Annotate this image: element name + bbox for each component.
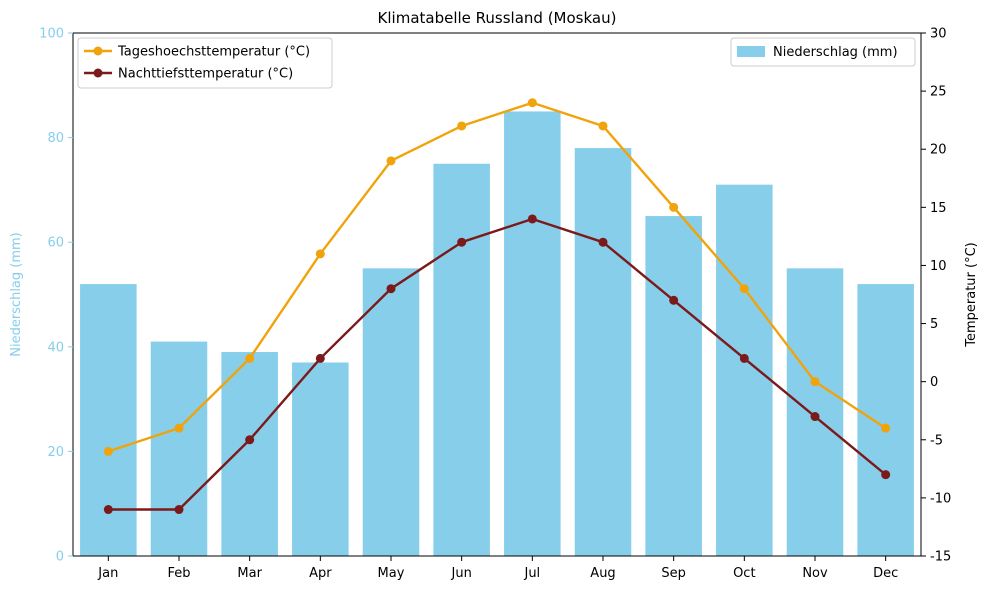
x-tick-label: May [378,566,405,581]
legend-temperature: Tageshoechsttemperatur (°C) Nachttiefstte… [77,37,333,89]
y-left-tick-label: 0 [56,550,64,565]
y-right-tick-label: 20 [930,143,947,158]
x-tick-label: Mar [237,566,262,581]
legend-marker [93,46,103,56]
legend-label: Niederschlag (mm) [773,45,898,60]
y-right-tick-label: 25 [930,85,947,100]
chart-title: Klimatabelle Russland (Moskau) [378,9,617,27]
max-temp-line [107,101,887,453]
bar-feb [150,341,208,556]
y-axis-right-label: Temperatur (°C) [964,242,979,348]
y-left-tick-label: 100 [39,27,64,42]
y-left-tick-label: 60 [47,236,64,251]
x-tick-label: Oct [733,566,755,581]
x-tick-label: Jul [523,566,540,581]
max-temp-point-jul [527,98,537,108]
legend-bar-swatch [737,46,765,57]
temperature-lines [103,98,891,515]
bar-dec [857,284,914,556]
legend-label: Tageshoechsttemperatur (°C) [117,45,310,60]
max-temp-point-oct [739,284,749,294]
bar-mar [221,352,278,556]
y-right-tick-label: -10 [930,491,951,506]
x-tick-label: Dec [873,566,898,581]
min-temp-point-oct [739,353,749,363]
max-temp-point-dec [881,423,891,433]
legend-precipitation: Niederschlag (mm) [730,37,916,67]
y-right-tick-label: 15 [930,201,947,216]
min-temp-point-jan [103,505,113,515]
x-axis: Jan Feb Mar Apr May Jun Jul Aug Sep Oct Nov Dec [97,556,898,581]
legend-box [77,37,333,89]
bar-oct [716,184,773,557]
max-temp-point-sep [669,202,679,212]
min-temp-point-sep [669,295,679,305]
y-right-tick-label: 10 [930,259,947,274]
bar-jan [80,284,137,556]
min-temp-point-jun [457,237,467,247]
max-temp-point-mar [245,353,255,363]
y-right-tick-label: -15 [930,550,951,565]
bar-jul [504,111,561,556]
bar-jun [433,163,490,556]
min-temp-point-nov [810,412,820,422]
x-tick-label: Feb [167,566,190,581]
y-left-tick-label: 20 [47,445,64,460]
y-right-tick-label: 5 [930,317,938,332]
bar-apr [292,362,349,556]
bar-may [362,268,420,556]
x-tick-label: Nov [802,566,828,581]
max-temp-point-feb [174,423,184,433]
min-temp-point-apr [315,353,325,363]
y-axis-left: 0 20 40 60 80 100 [39,27,73,565]
legend-box [730,37,916,67]
max-temp-point-aug [598,121,608,131]
bar-sep [645,216,702,557]
x-tick-label: Sep [661,566,686,581]
y-right-tick-label: 30 [930,27,947,42]
max-temp-point-jan [103,446,113,456]
max-temp-point-apr [315,249,325,259]
max-temp-point-nov [810,377,820,387]
min-temp-point-jul [527,214,537,224]
y-axis-right: -15 -10 -5 0 5 10 15 20 25 30 [921,27,951,565]
plot-frame [72,32,922,557]
min-temp-point-mar [245,435,255,445]
y-axis-left-label: Niederschlag (mm) [9,232,24,357]
x-tick-label: Jan [97,566,118,581]
min-temp-point-may [386,284,396,294]
x-tick-label: Jun [451,566,472,581]
y-right-tick-label: 0 [930,375,938,390]
bar-aug [574,148,632,556]
legend-label: Nachttiefsttemperatur (°C) [118,67,293,82]
y-right-tick-label: -5 [930,433,943,448]
max-temp-point-may [386,156,396,166]
legend-marker [93,68,103,78]
y-left-tick-label: 40 [47,340,64,355]
min-temp-point-feb [174,505,184,515]
precipitation-bars [80,111,914,557]
x-tick-label: Aug [590,566,615,581]
min-temp-point-dec [881,470,891,480]
min-temp-line [108,217,887,511]
x-tick-label: Apr [309,566,332,581]
max-temp-point-jun [457,121,467,131]
y-left-tick-label: 80 [47,131,64,146]
min-temp-point-aug [598,237,608,247]
